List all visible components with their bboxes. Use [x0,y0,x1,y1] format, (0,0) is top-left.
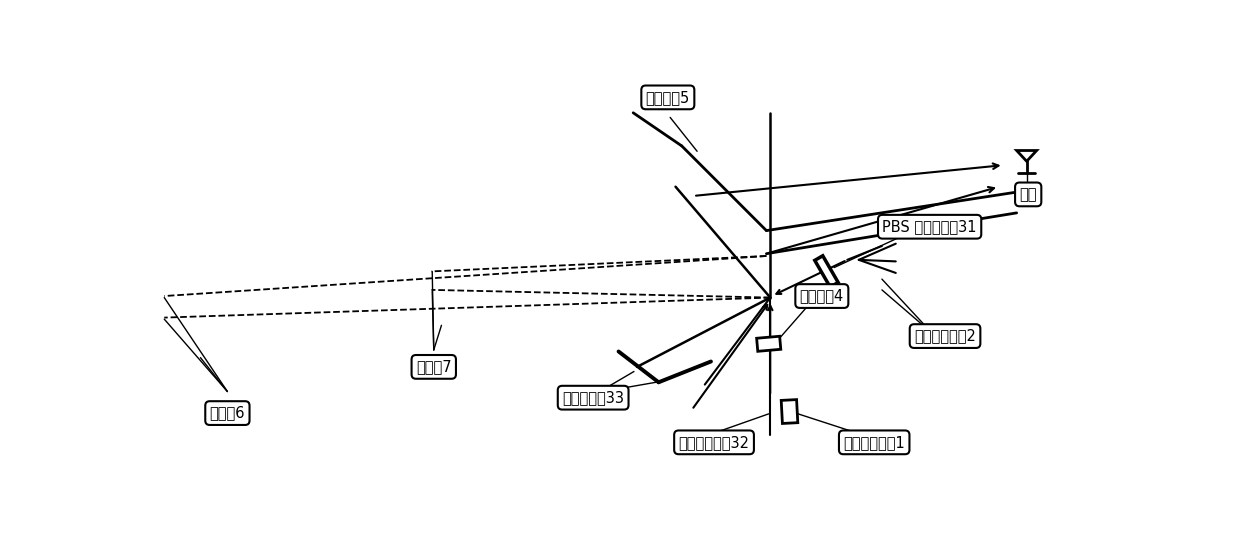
Text: 第二投影模块2: 第二投影模块2 [914,328,976,344]
Text: PBS 偏振分光片31: PBS 偏振分光片31 [883,220,977,234]
Text: 曲面反射镓33: 曲面反射镓33 [562,390,624,405]
Polygon shape [756,336,781,351]
Text: 人眼: 人眼 [1019,187,1037,202]
Text: 近屏傃7: 近屏傃7 [415,359,451,375]
Text: 远屏傃6: 远屏傃6 [210,405,246,421]
Text: 第一投影模块1: 第一投影模块1 [843,435,905,450]
Polygon shape [781,399,797,423]
Text: 消光机楂4: 消光机楂4 [800,288,844,304]
Polygon shape [815,256,838,287]
Text: 穿透型扩散板32: 穿透型扩散板32 [678,435,749,450]
Text: 风挡玻璃5: 风挡玻璃5 [646,90,689,105]
